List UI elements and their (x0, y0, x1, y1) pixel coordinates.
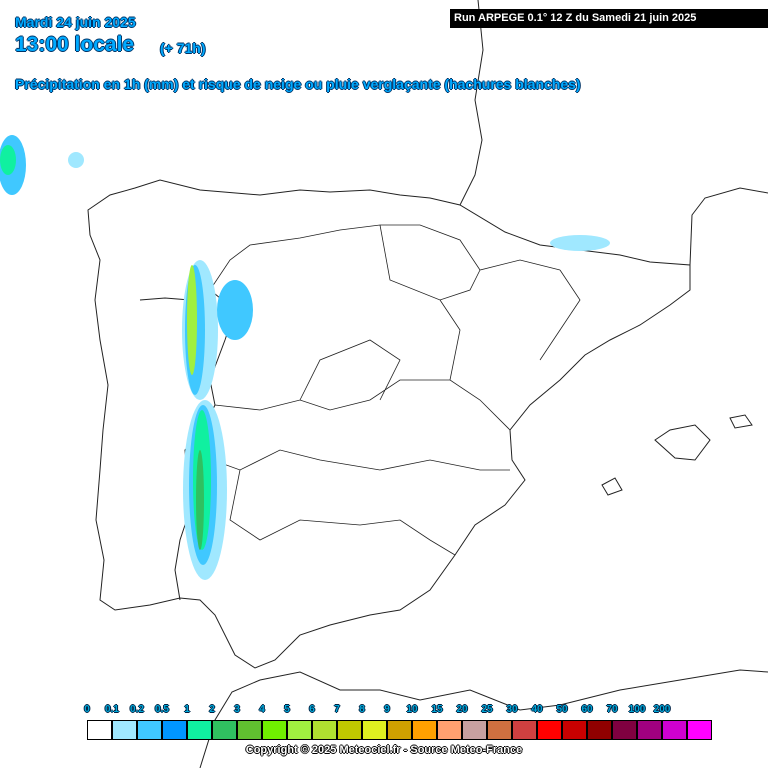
legend-swatch (587, 720, 612, 740)
legend-label: 7 (334, 704, 340, 715)
legend-swatch (637, 720, 662, 740)
ibiza (601, 477, 623, 496)
legend-swatch (362, 720, 387, 740)
precipitation (0, 135, 610, 580)
legend-label: 0.1 (105, 704, 119, 715)
legend-swatch (337, 720, 362, 740)
legend-label: 20 (456, 704, 468, 715)
legend-swatch (612, 720, 637, 740)
legend-swatch (212, 720, 237, 740)
legend-label: 3 (234, 704, 240, 715)
rain-area (217, 280, 253, 340)
legend-label: 25 (481, 704, 493, 715)
legend-label: 60 (581, 704, 593, 715)
legend-swatch (312, 720, 337, 740)
legend-swatch (412, 720, 437, 740)
legend-label: 0.2 (130, 704, 144, 715)
legend-label: 5 (284, 704, 290, 715)
legend-swatch (287, 720, 312, 740)
legend-label: 30 (506, 704, 518, 715)
legend-label: 9 (384, 704, 390, 715)
legend-swatch (462, 720, 487, 740)
legend-swatch (687, 720, 712, 740)
france-coast (459, 0, 484, 206)
legend-swatch (662, 720, 687, 740)
morocco (199, 669, 768, 768)
rain-area (68, 152, 84, 168)
legend-label: 0 (84, 704, 90, 715)
legend-swatch (487, 720, 512, 740)
legend-label: 6 (309, 704, 315, 715)
rain-area (187, 265, 197, 375)
legend-label: 8 (359, 704, 365, 715)
legend-label: 15 (431, 704, 443, 715)
legend-swatch (512, 720, 537, 740)
legend-swatch (87, 720, 112, 740)
legend-label: 40 (531, 704, 543, 715)
mallorca (654, 424, 711, 461)
run-info: Run ARPEGE 0.1° 12 Z du Samedi 21 juin 2… (450, 9, 768, 28)
time: 13:00 locale (15, 33, 135, 56)
menorca (729, 414, 753, 429)
legend-swatch (562, 720, 587, 740)
legend-label: 4 (259, 704, 265, 715)
legend-label: 100 (628, 704, 646, 715)
legend-swatch (237, 720, 262, 740)
rain-area (550, 235, 610, 251)
legend-swatch (137, 720, 162, 740)
regions (184, 224, 581, 556)
outlines (87, 0, 768, 768)
legend-label: 10 (406, 704, 418, 715)
rain-area (196, 450, 204, 550)
legend-label: 50 (556, 704, 568, 715)
legend-label: 70 (606, 704, 618, 715)
legend-swatch (537, 720, 562, 740)
legend-label: 1 (184, 704, 190, 715)
rain-area (0, 145, 16, 175)
legend-swatch (262, 720, 287, 740)
legend-swatch (187, 720, 212, 740)
date: Mardi 24 juin 2025 (15, 14, 136, 30)
offset: (+ 71h) (160, 40, 206, 56)
legend-label: 200 (653, 704, 671, 715)
legend-label: 2 (209, 704, 215, 715)
legend-swatch (437, 720, 462, 740)
legend-swatch (112, 720, 137, 740)
coastline (87, 179, 691, 669)
subtitle: Précipitation en 1h (mm) et risque de ne… (15, 76, 581, 92)
legend-label: 0.5 (155, 704, 169, 715)
legend-swatch (162, 720, 187, 740)
france-med (689, 187, 768, 266)
copyright: Copyright © 2025 Meteociel.fr - Source M… (245, 744, 523, 756)
legend-swatch (387, 720, 412, 740)
